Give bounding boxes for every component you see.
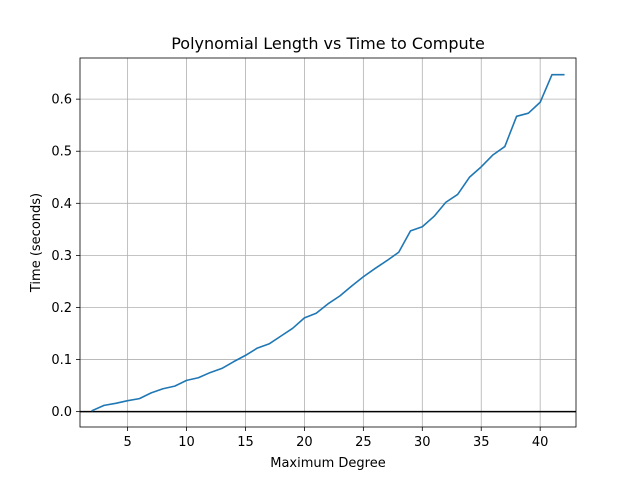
y-tick-label: 0.3 xyxy=(51,249,72,264)
x-tick-label: 25 xyxy=(355,435,372,450)
plot-frame xyxy=(79,57,577,428)
x-tick-label: 35 xyxy=(473,435,490,450)
x-tick-label: 40 xyxy=(532,435,549,450)
chart-title: Polynomial Length vs Time to Compute xyxy=(171,34,485,53)
x-tick-label: 5 xyxy=(123,435,131,450)
y-tick-label: 0.1 xyxy=(51,353,72,368)
series-layer xyxy=(91,73,565,412)
series-line xyxy=(91,73,565,412)
y-tick-label: 0.5 xyxy=(51,145,72,160)
x-axis-ticks: 5 10 15 20 25 30 35 40 xyxy=(123,427,548,450)
x-tick-label: 15 xyxy=(237,435,254,450)
y-axis-ticks: 0.0 0.1 0.2 0.3 0.4 0.5 0.6 xyxy=(51,93,80,420)
y-tick-label: 0.0 xyxy=(51,405,72,420)
x-tick-label: 20 xyxy=(296,435,313,450)
y-tick-label: 0.4 xyxy=(51,197,72,212)
y-tick-label: 0.2 xyxy=(51,301,72,316)
y-axis-label: Time (seconds) xyxy=(29,193,44,293)
y-tick-label: 0.6 xyxy=(51,93,72,108)
x-tick-label: 10 xyxy=(178,435,195,450)
x-tick-label: 30 xyxy=(414,435,431,450)
grid xyxy=(80,58,576,427)
x-axis-label: Maximum Degree xyxy=(270,456,386,471)
